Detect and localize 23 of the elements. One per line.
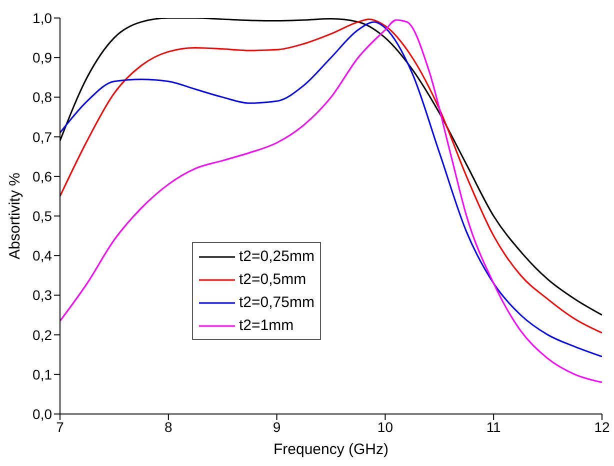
x-tick-label: 9 — [272, 418, 281, 435]
x-tick-label: 7 — [56, 418, 64, 435]
y-tick-label: 0,4 — [32, 248, 52, 264]
y-tick-label: 0,1 — [32, 366, 52, 382]
legend-label: t2=0,25mm — [239, 248, 314, 265]
y-tick-label: 0,6 — [32, 168, 52, 184]
y-tick-label: 0,8 — [32, 89, 52, 106]
y-tick-label: 0,0 — [32, 406, 52, 422]
legend-label: t2=0,75mm — [239, 294, 314, 311]
x-tick-label: 11 — [486, 418, 502, 435]
y-tick-label: 1,0 — [32, 10, 52, 26]
y-tick-label: 0,9 — [32, 50, 52, 66]
x-tick-label: 8 — [164, 418, 172, 435]
y-tick-label: 0,3 — [32, 287, 52, 304]
y-tick-label: 0,7 — [32, 128, 52, 145]
y-tick-label: 0,2 — [32, 326, 52, 343]
x-tick-label: 12 — [594, 418, 610, 435]
legend-label: t2=1mm — [239, 317, 294, 334]
y-tick-label: 0,5 — [32, 208, 52, 224]
x-tick-label: 10 — [377, 418, 394, 435]
legend-label: t2=0,5mm — [239, 271, 306, 288]
x-axis-title: Frequency (GHz) — [273, 441, 389, 458]
y-axis-title: Absortivity % — [6, 172, 24, 260]
